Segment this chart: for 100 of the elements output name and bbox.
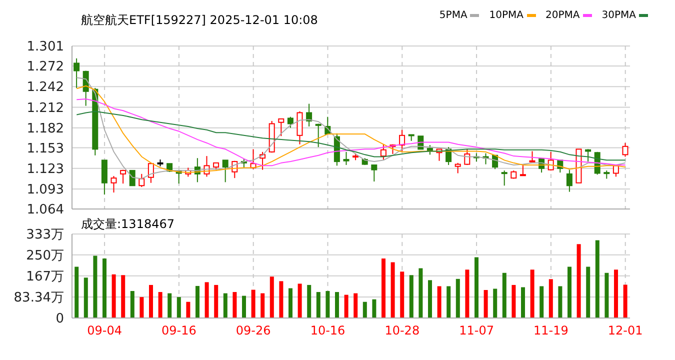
candlestick [520, 164, 526, 176]
legend-label: 30PMA [602, 10, 636, 21]
candlestick [101, 160, 108, 196]
bar [400, 272, 404, 318]
candlestick [566, 169, 572, 192]
bar [437, 286, 442, 318]
candlestick [464, 148, 470, 166]
bar [130, 291, 134, 318]
bar [121, 275, 126, 318]
bar [307, 284, 312, 318]
bar [223, 293, 228, 318]
bar [176, 297, 181, 318]
bar [512, 284, 516, 318]
y-tick-label: 1.153 [26, 141, 64, 156]
x-tick-label: 09-26 [236, 324, 271, 338]
bar [112, 274, 116, 318]
bar [196, 286, 200, 318]
bar [298, 284, 302, 318]
bar [595, 240, 600, 318]
bar [316, 292, 320, 318]
candlestick [129, 170, 136, 186]
candlestick [548, 151, 554, 171]
bar [232, 292, 237, 318]
bar [93, 256, 98, 318]
bar [362, 302, 367, 318]
bar [568, 266, 572, 318]
line-series [76, 110, 626, 161]
bar [390, 262, 395, 318]
bar [446, 286, 451, 318]
bar [140, 297, 144, 318]
bar [418, 268, 423, 318]
bar [260, 293, 265, 318]
y-tick-label: 1.123 [26, 162, 64, 178]
candlestick [315, 123, 322, 148]
bar [186, 302, 190, 318]
candlestick [110, 175, 117, 193]
bar [493, 288, 498, 318]
candlestick [287, 116, 294, 128]
bar [456, 278, 460, 318]
candlestick [148, 163, 154, 184]
bar [372, 299, 376, 318]
candlestick [585, 148, 592, 162]
y-tick-label: 1.212 [26, 100, 64, 116]
bar [474, 257, 479, 318]
bar [251, 290, 256, 318]
y-tick-label: 1.301 [26, 40, 64, 55]
bar [168, 293, 172, 318]
candlestick [343, 151, 350, 166]
y-tick-label: 83.34万 [14, 290, 64, 306]
x-tick-label: 11-07 [459, 324, 494, 338]
bar [335, 292, 340, 318]
candlestick [399, 129, 406, 152]
candlestick [120, 169, 126, 184]
bar [102, 258, 107, 318]
chart-title: 成交量:1318467 [81, 216, 174, 233]
bar [242, 296, 246, 318]
y-tick-label: 1.093 [26, 182, 64, 198]
bar [204, 282, 209, 318]
x-tick-label: 09-16 [162, 324, 196, 338]
candlestick [371, 164, 378, 182]
bar [623, 284, 628, 318]
bar [521, 287, 526, 318]
bar [409, 275, 414, 318]
y-tick-label: 0 [56, 312, 64, 327]
x-tick-label: 09-04 [87, 324, 122, 338]
candlestick [501, 170, 508, 186]
x-tick-label: 10-28 [384, 324, 420, 338]
bar [530, 270, 534, 318]
y-tick-label: 1.242 [26, 80, 64, 96]
y-tick-label: 1.064 [26, 202, 64, 218]
x-tick-label: 12-01 [608, 324, 643, 338]
x-tick-label: 10-16 [310, 324, 346, 338]
candlestick [622, 142, 628, 158]
y-tick-label: 1.182 [26, 121, 64, 136]
chart-title: 航空航天ETF[159227] 2025-12-01 10:08 [81, 12, 318, 29]
bar [326, 291, 330, 318]
candlestick [138, 173, 145, 188]
bar [604, 272, 609, 318]
candlestick [454, 162, 461, 174]
bar [214, 284, 218, 318]
bar [270, 276, 274, 318]
bar [502, 272, 506, 318]
bar [288, 288, 293, 318]
bar [558, 286, 562, 318]
x-tick-label: 11-19 [534, 324, 568, 338]
bar [344, 294, 348, 318]
bar [428, 280, 432, 318]
bar [382, 258, 386, 318]
y-tick-label: 1.272 [26, 60, 64, 75]
candlestick [296, 110, 303, 145]
bar [548, 279, 553, 318]
bar [354, 293, 358, 318]
bar [149, 284, 154, 318]
bar [84, 278, 88, 318]
bar [586, 266, 590, 318]
bar [465, 270, 470, 318]
candlestick [380, 144, 386, 160]
bar [279, 281, 284, 318]
y-tick-label: 333万 [26, 228, 64, 243]
legend-label: 5PMA [439, 10, 468, 21]
